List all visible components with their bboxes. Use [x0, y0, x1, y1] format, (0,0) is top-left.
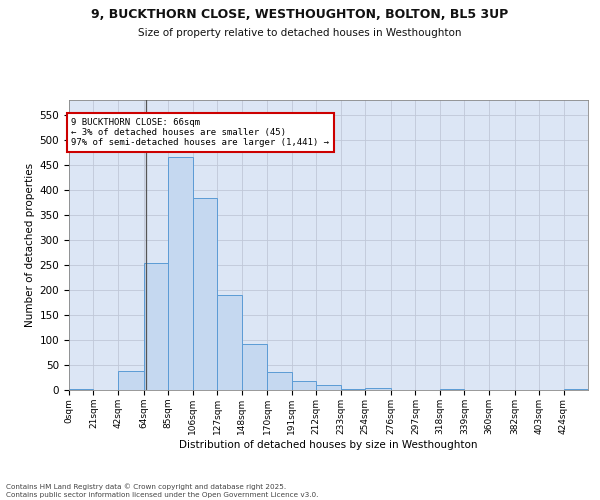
Bar — [118, 371, 143, 390]
Bar — [168, 156, 193, 390]
Bar — [193, 198, 217, 390]
Bar — [292, 381, 316, 390]
Bar — [242, 344, 267, 390]
Text: 9, BUCKTHORN CLOSE, WESTHOUGHTON, BOLTON, BL5 3UP: 9, BUCKTHORN CLOSE, WESTHOUGHTON, BOLTON… — [91, 8, 509, 20]
Bar — [440, 389, 464, 390]
X-axis label: Distribution of detached houses by size in Westhoughton: Distribution of detached houses by size … — [179, 440, 478, 450]
Y-axis label: Number of detached properties: Number of detached properties — [25, 163, 35, 327]
Text: 9 BUCKTHORN CLOSE: 66sqm
← 3% of detached houses are smaller (45)
97% of semi-de: 9 BUCKTHORN CLOSE: 66sqm ← 3% of detache… — [71, 118, 329, 148]
Bar — [563, 389, 588, 390]
Text: Size of property relative to detached houses in Westhoughton: Size of property relative to detached ho… — [138, 28, 462, 38]
Bar — [143, 262, 168, 390]
Bar — [365, 388, 391, 390]
Text: Contains HM Land Registry data © Crown copyright and database right 2025.
Contai: Contains HM Land Registry data © Crown c… — [6, 484, 319, 498]
Bar — [69, 389, 94, 390]
Bar — [267, 372, 292, 390]
Bar — [316, 385, 341, 390]
Bar — [341, 388, 365, 390]
Bar — [217, 294, 242, 390]
